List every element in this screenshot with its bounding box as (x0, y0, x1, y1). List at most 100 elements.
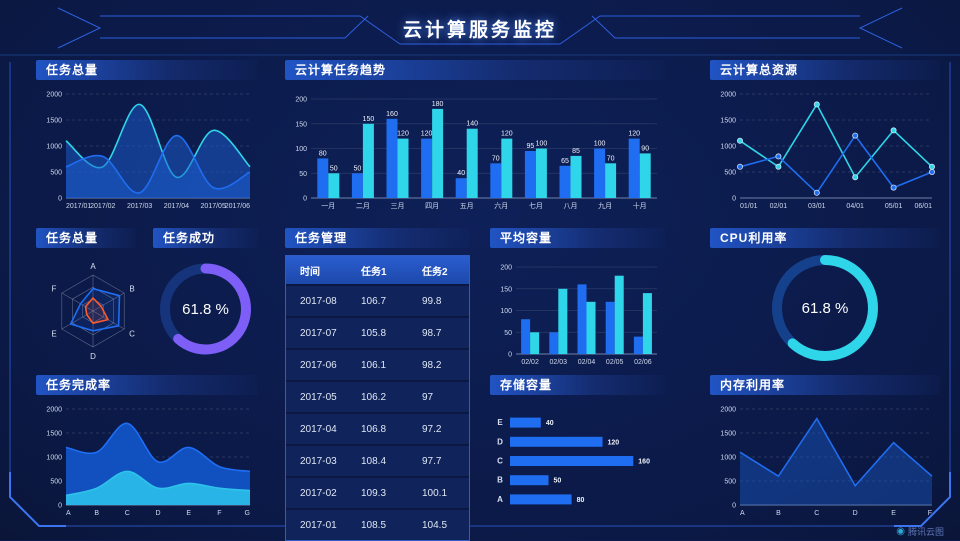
table-cell: 2017-08 (300, 295, 337, 307)
table-cell: 106.1 (361, 359, 387, 371)
svg-text:90: 90 (641, 145, 649, 152)
svg-text:160: 160 (386, 111, 398, 118)
storage-hbar-chart: E 40 D 120 C 160 B 50 A 80 (497, 417, 650, 505)
table-header-cell: 时间 (300, 266, 320, 278)
svg-text:三月: 三月 (391, 202, 405, 210)
table-cell: 105.8 (361, 327, 387, 339)
table-cell: 106.7 (361, 295, 387, 307)
brand-logo-icon: ◉ (896, 525, 905, 537)
svg-text:120: 120 (421, 131, 433, 138)
svg-text:2017/05: 2017/05 (201, 203, 226, 210)
panel-title-total-resources: 云计算总资源 (710, 60, 940, 80)
table-row: 2017-05 106.2 97 (286, 381, 469, 413)
table-row: 2017-03 108.4 97.7 (286, 445, 469, 477)
svg-text:500: 500 (50, 170, 62, 177)
total-resources-line-chart: 0 500 1000 1500 2000 01/01 02/01 03/01 04/01 05/0… (720, 92, 935, 210)
svg-text:02/05: 02/05 (606, 359, 624, 366)
panel-title-task-trend: 云计算任务趋势 (285, 60, 665, 80)
svg-text:1500: 1500 (720, 118, 736, 125)
svg-text:120: 120 (628, 131, 640, 138)
panel-title-avg-capacity: 平均容量 (490, 228, 665, 248)
svg-text:B: B (129, 285, 134, 294)
task-table: 时间 任务1 任务2 2017-08 106.7 99.8 2017-07 105.8 98.… (286, 256, 469, 540)
svg-text:100: 100 (594, 141, 606, 148)
svg-text:50: 50 (330, 165, 338, 172)
svg-text:95: 95 (527, 143, 535, 150)
svg-text:0: 0 (58, 196, 62, 203)
table-cell: 2017-01 (300, 519, 337, 531)
table-header-cell: 任务2 (422, 266, 448, 278)
task-table-body: 2017-08 106.7 99.8 2017-07 105.8 98.7 2017-06 1… (286, 285, 469, 540)
svg-text:200: 200 (295, 97, 307, 104)
svg-text:八月: 八月 (564, 202, 578, 210)
svg-text:0: 0 (303, 196, 307, 203)
svg-text:C: C (497, 457, 503, 466)
svg-text:180: 180 (432, 101, 444, 108)
svg-text:2017/04: 2017/04 (164, 203, 189, 210)
table-row: 2017-02 109.3 100.1 (286, 477, 469, 509)
svg-text:40: 40 (546, 420, 554, 427)
svg-text:01/01: 01/01 (740, 203, 758, 210)
table-row: 2017-07 105.8 98.7 (286, 317, 469, 349)
svg-text:1500: 1500 (720, 431, 736, 438)
table-cell: 2017-05 (300, 391, 337, 403)
table-cell: 2017-04 (300, 423, 337, 435)
svg-text:40: 40 (457, 170, 465, 177)
table-cell: 99.8 (422, 295, 442, 307)
svg-text:100: 100 (536, 141, 548, 148)
svg-text:七月: 七月 (529, 201, 543, 210)
svg-text:十月: 十月 (633, 201, 647, 210)
svg-text:120: 120 (607, 439, 619, 446)
table-cell: 98.2 (422, 359, 442, 371)
svg-text:05/01: 05/01 (885, 203, 903, 210)
svg-text:E: E (51, 330, 56, 339)
svg-text:04/01: 04/01 (846, 203, 864, 210)
svg-text:100: 100 (500, 308, 512, 315)
svg-text:A: A (66, 510, 71, 517)
table-cell: 2017-03 (300, 455, 337, 467)
svg-text:500: 500 (50, 479, 62, 486)
task-table-container: 时间 任务1 任务2 2017-08 106.7 99.8 2017-07 105.8 98.… (285, 255, 470, 541)
task-radar-chart: A B C D E F (51, 262, 135, 361)
svg-text:B: B (94, 510, 99, 517)
svg-text:50: 50 (299, 171, 307, 178)
panel-task-trend: 云计算任务趋势 0 50 100 150 200 一月 二月 三月 四月 五月 六月 七月 八月 九月 十月… (285, 60, 665, 212)
svg-text:61.8 %: 61.8 % (802, 300, 849, 317)
table-cell: 109.3 (361, 487, 387, 499)
task-trend-bar-chart: 0 50 100 150 200 一月 二月 三月 四月 五月 六月 七月 八月 九月 十月 80 50 160 1… (295, 97, 657, 210)
panel-title-storage: 存储容量 (490, 375, 665, 395)
table-cell: 104.5 (422, 519, 448, 531)
table-cell: 106.8 (361, 423, 387, 435)
table-row: 2017-06 106.1 98.2 (286, 349, 469, 381)
svg-text:E: E (497, 418, 503, 427)
table-row: 2017-08 106.7 99.8 (286, 285, 469, 317)
svg-text:03/01: 03/01 (808, 203, 826, 210)
svg-text:200: 200 (500, 265, 512, 272)
panel-task-radar: 任务总量 A B C D E F (36, 228, 150, 370)
svg-text:F: F (217, 510, 221, 517)
svg-text:2017/02: 2017/02 (90, 203, 115, 210)
task-success-gauge: 61.8 % (160, 263, 251, 355)
panel-title-task-manage: 任务管理 (285, 228, 470, 248)
completion-area-chart: 0 500 1000 1500 2000 A B C D E F G (46, 407, 251, 517)
svg-text:65: 65 (561, 158, 569, 165)
svg-text:2000: 2000 (720, 407, 736, 414)
svg-text:B: B (497, 476, 503, 485)
svg-text:2000: 2000 (46, 407, 62, 414)
table-cell: 97 (422, 391, 434, 403)
svg-text:120: 120 (397, 131, 409, 138)
svg-text:80: 80 (319, 150, 327, 157)
panel-title-memory: 内存利用率 (710, 375, 940, 395)
svg-text:500: 500 (724, 479, 736, 486)
avg-capacity-bar-chart: 0 50 100 150 200 02/02 02/03 02/04 02/05 02/06 (500, 265, 657, 366)
table-cell: 2017-07 (300, 327, 337, 339)
svg-text:C: C (129, 330, 135, 339)
svg-text:02/03: 02/03 (550, 359, 568, 366)
svg-text:06/01: 06/01 (914, 203, 932, 210)
svg-text:2000: 2000 (46, 92, 62, 99)
svg-text:0: 0 (508, 352, 512, 359)
svg-text:九月: 九月 (598, 201, 612, 210)
svg-text:70: 70 (607, 155, 615, 162)
